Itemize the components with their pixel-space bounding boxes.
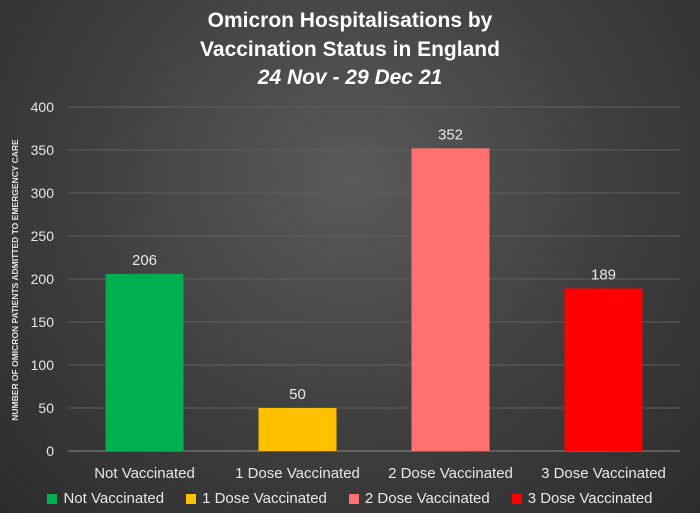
legend-swatch-3-dose [511,493,522,504]
data-label: 50 [289,386,306,403]
y-tick-label: 100 [31,357,55,373]
legend: Not Vaccinated 1 Dose Vaccinated 2 Dose … [0,490,700,507]
bar [105,273,184,451]
y-axis-ticks: 0 50 100 150 200 250 300 350 400 [31,99,55,459]
data-label: 189 [591,266,616,283]
data-label: 352 [438,126,463,143]
y-tick-label: 200 [31,271,55,287]
legend-swatch-1-dose [186,493,197,504]
legend-item: Not Vaccinated [47,490,164,507]
x-tick-label: 1 Dose Vaccinated [235,465,360,482]
legend-item: 3 Dose Vaccinated [511,490,653,507]
x-tick-label: Not Vaccinated [94,465,195,482]
y-tick-label: 350 [31,142,55,158]
y-tick-label: 250 [31,228,55,244]
legend-swatch-not-vaccinated [47,493,58,504]
y-tick-label: 150 [31,314,55,330]
x-tick-label: 2 Dose Vaccinated [388,465,513,482]
legend-label: 1 Dose Vaccinated [202,490,327,507]
legend-swatch-2-dose [348,493,359,504]
y-tick-label: 0 [46,443,54,459]
bars: 206 50 352 189 [105,126,643,451]
chart-title-line2: Vaccination Status in England [200,38,500,61]
legend-item: 1 Dose Vaccinated [186,490,327,507]
bar [258,408,337,451]
legend-label: Not Vaccinated [63,490,165,507]
legend-item: 2 Dose Vaccinated [348,490,490,507]
bar [411,148,490,451]
x-tick-label: 3 Dose Vaccinated [541,465,666,482]
chart-subtitle: 24 Nov - 29 Dec 21 [257,66,443,89]
bar [564,288,643,451]
x-axis-labels: Not Vaccinated 1 Dose Vaccinated 2 Dose Va… [94,465,666,482]
data-label: 206 [132,252,157,269]
y-tick-label: 50 [38,400,54,416]
legend-label: 2 Dose Vaccinated [364,490,490,507]
y-axis-label: NUMBER OF OMICRON PATIENTS ADMITTED TO E… [10,139,20,421]
legend-label: 3 Dose Vaccinated [527,490,653,507]
y-tick-label: 400 [31,99,55,115]
chart-title: Omicron Hospitalisations by [207,9,493,32]
y-tick-label: 300 [31,185,55,201]
